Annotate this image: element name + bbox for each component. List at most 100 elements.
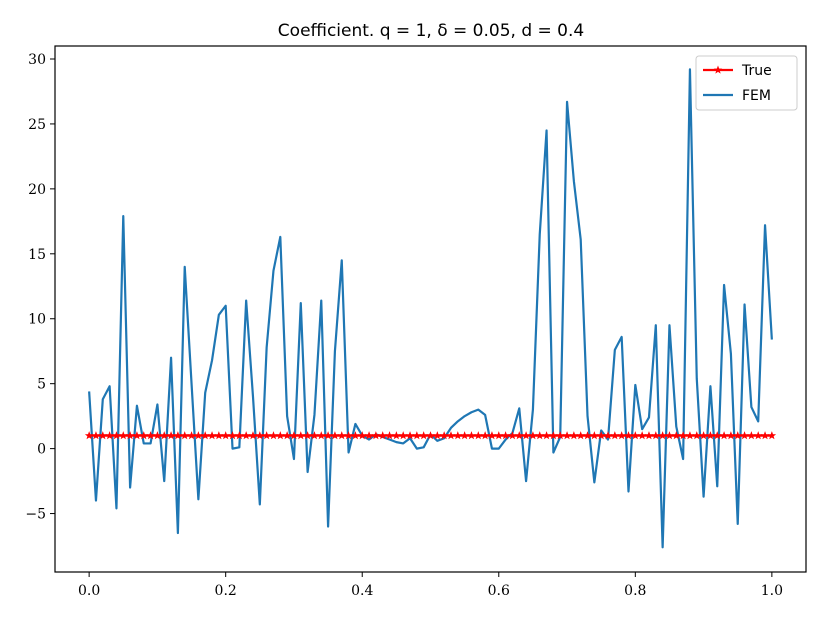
true-marker [501,431,510,440]
true-marker [439,431,449,440]
x-tick-label: 0.8 [624,583,646,599]
true-marker [487,431,497,440]
legend-label-true: True [741,63,772,79]
true-marker [678,431,688,440]
true-marker [460,431,469,440]
true-marker [426,431,435,440]
true-marker [269,431,278,440]
y-tick-label: −5 [25,507,46,523]
true-marker [337,431,346,440]
plot-frame [54,45,807,573]
true-marker [344,431,353,440]
true-marker [760,431,770,440]
true-marker [378,431,387,440]
true-marker [392,431,401,440]
true-marker [712,431,722,440]
true-marker [262,431,271,440]
y-tick-label: 5 [37,377,46,393]
true-marker [480,431,490,440]
y-tick-label: 0 [37,442,46,458]
true-marker [665,431,674,440]
true-marker [112,431,121,440]
true-marker [453,431,463,440]
true-marker [474,431,483,440]
true-marker [371,431,381,440]
true-marker [631,431,640,440]
true-marker [733,431,742,440]
true-marker [583,431,592,440]
true-marker [323,431,333,440]
y-axis: −5 0 5 10 15 20 25 30 [25,52,55,523]
true-marker [617,431,626,440]
true-marker [84,431,94,440]
true-marker [590,431,599,440]
x-tick-label: 1.0 [761,583,783,599]
true-marker [228,431,237,440]
true-marker [542,431,551,440]
true-marker [753,431,763,440]
true-marker [351,431,360,440]
legend: True FEM [695,55,798,111]
x-tick-label: 0.4 [351,583,373,599]
true-marker [214,431,224,440]
true-marker [446,431,456,440]
true-marker [624,431,633,440]
true-marker [194,431,203,440]
true-marker [317,431,326,440]
true-marker [603,431,613,440]
true-marker [747,431,756,440]
chart-title: Coefficient. q = 1, δ = 0.05, d = 0.4 [278,21,584,41]
true-marker [98,431,108,440]
true-marker [187,431,196,440]
true-marker [685,431,695,440]
true-marker [596,431,606,440]
series-line-fem [88,68,773,549]
true-marker [569,431,579,440]
true-marker [549,431,558,440]
true-marker [276,431,285,440]
true-marker [146,431,155,440]
true-marker [125,431,135,440]
true-marker [658,431,667,440]
true-marker [105,431,114,440]
true-marker [364,431,374,440]
true-marker [515,431,524,440]
true-marker [692,431,702,440]
true-marker [767,431,777,440]
true-marker [166,431,176,440]
true-marker [467,431,476,440]
true-marker [419,431,428,440]
true-marker [289,431,299,440]
y-tick-label: 25 [28,117,46,133]
true-marker [719,431,729,440]
true-marker [644,431,654,440]
true-marker [385,431,394,440]
true-marker [282,431,292,440]
true-marker [726,431,736,440]
true-marker [139,431,149,440]
true-marker [296,431,306,440]
true-marker [119,431,128,440]
x-tick-label: 0.6 [488,583,510,599]
true-marker [555,431,565,440]
true-marker [207,431,217,440]
true-marker [153,431,162,440]
true-marker [637,431,647,440]
true-marker [173,431,183,440]
y-tick-label: 15 [28,247,46,263]
true-marker [159,431,169,440]
true-marker [255,431,265,440]
true-marker [235,431,244,440]
true-marker [330,431,340,440]
plot-area [54,45,807,573]
y-tick-label: 10 [28,312,46,328]
true-marker [706,431,715,440]
true-marker [576,431,585,440]
true-marker [562,431,572,440]
true-marker [132,431,142,440]
true-marker [241,431,251,440]
true-marker [508,431,517,440]
true-marker [248,431,258,440]
true-marker [494,431,504,440]
